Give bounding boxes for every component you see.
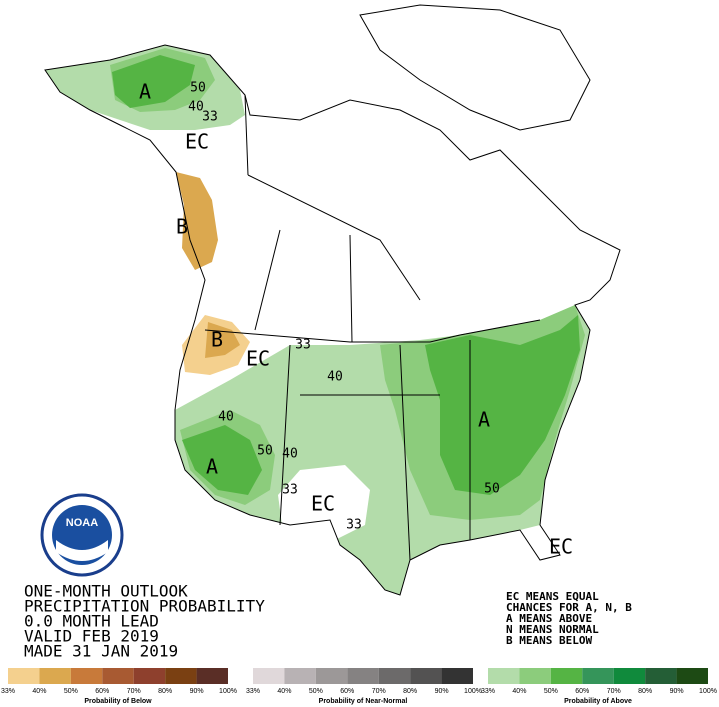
map-label: 50 (190, 81, 206, 96)
title-line: ONE-MONTH OUTLOOK (24, 582, 188, 601)
legend-swatch (315, 668, 348, 684)
legend-tick-label: 60% (95, 688, 109, 695)
map-label: A (478, 408, 490, 432)
title-line: MADE 31 JAN 2019 (24, 642, 178, 661)
noaa-logo: NOAA (40, 493, 124, 577)
key-line: A MEANS ABOVE (506, 612, 592, 625)
map-label: 40 (218, 410, 234, 425)
legend-swatch (253, 668, 285, 684)
legend-swatch (284, 668, 316, 684)
map-label: 40 (327, 370, 343, 385)
key-line: EC MEANS EQUAL (506, 590, 599, 603)
legend-swatch (347, 668, 379, 684)
legend-swatch (410, 668, 442, 684)
map-label: A (206, 455, 218, 479)
key-line: N MEANS NORMAL (506, 623, 599, 636)
legend-swatch (488, 668, 520, 684)
legend-swatch (519, 668, 551, 684)
key-line: B MEANS BELOW (506, 634, 592, 647)
state-borders (254, 229, 471, 561)
map-label: 33 (295, 338, 311, 353)
legend-swatch (196, 668, 228, 684)
map-label: 50 (484, 482, 500, 497)
legend-tick-label: 50% (309, 688, 323, 695)
logo-wave (56, 540, 108, 561)
title-line: 0.0 MONTH LEAD (24, 612, 159, 631)
legend-tick-label: 80% (158, 688, 172, 695)
legend-swatch (613, 668, 646, 684)
legend-tick-label: 50% (64, 688, 78, 695)
legend-swatch (645, 668, 677, 684)
legend-tick-label: 80% (403, 688, 417, 695)
map-label: EC (185, 130, 209, 154)
legend-tick-label: 80% (638, 688, 652, 695)
alaska-border (244, 94, 249, 176)
legend-tick-label: 90% (435, 688, 449, 695)
legend-tick-label: 100% (699, 688, 717, 695)
map-label: 50 (257, 444, 273, 459)
legend-tick-label: 100% (464, 688, 482, 695)
legend-swatch (133, 668, 166, 684)
map-label: EC (246, 347, 270, 371)
legend-swatch (39, 668, 71, 684)
map-label: 33 (202, 110, 218, 125)
legend-tick-label: 60% (575, 688, 589, 695)
logo-text: NOAA (66, 517, 98, 529)
legend-tick-label: 33% (1, 688, 15, 695)
east-above-50 (425, 315, 580, 495)
legend-tick-label: 60% (340, 688, 354, 695)
legend-tick-label: 40% (277, 688, 291, 695)
map-label: EC (549, 535, 573, 559)
legend-swatch (165, 668, 197, 684)
legend-title: Probability of Above (564, 698, 632, 705)
key-line: CHANCES FOR A, N, B (506, 601, 632, 614)
map-label: 33 (346, 518, 362, 533)
map-label: EC (311, 492, 335, 516)
legend-title: Probability of Below (84, 698, 152, 705)
sw-above-50 (182, 425, 262, 495)
legend-swatch (70, 668, 103, 684)
title-line: VALID FEB 2019 (24, 627, 159, 646)
title-line: PRECIPITATION PROBABILITY (24, 597, 265, 616)
us-canada-border (204, 319, 541, 343)
legend-swatch (582, 668, 614, 684)
legend-tick-label: 40% (512, 688, 526, 695)
sw-ec (278, 465, 370, 540)
legend-tick-label: 33% (246, 688, 260, 695)
bc-below (176, 172, 218, 270)
legend-tick-label: 90% (670, 688, 684, 695)
legend-tick-label: 70% (372, 688, 386, 695)
province-border (247, 174, 421, 301)
legend-swatch (550, 668, 583, 684)
map-label: A (139, 80, 151, 104)
legend-swatch (378, 668, 411, 684)
legend-tick-label: 70% (127, 688, 141, 695)
legend-tick-label: 100% (219, 688, 237, 695)
map (44, 4, 621, 596)
map-label: B (211, 328, 223, 352)
legend-tick-label: 40% (32, 688, 46, 695)
alaska-above-50 (112, 55, 195, 108)
map-label: 33 (282, 483, 298, 498)
legend-title: Probability of Near-Normal (319, 698, 408, 705)
map-label: B (176, 215, 188, 239)
legend-swatch (102, 668, 134, 684)
coastline (44, 44, 621, 596)
map-label: 40 (282, 447, 298, 462)
arctic-islands (359, 4, 591, 131)
legend-swatch (441, 668, 473, 684)
legend-swatch (8, 668, 40, 684)
legend-tick-label: 90% (190, 688, 204, 695)
color-legends: 33% 40% 50% 60% 70% 80% 90% 100% Probability of … (1, 668, 717, 705)
legend-tick-label: 33% (481, 688, 495, 695)
legend-tick-label: 50% (544, 688, 558, 695)
legend-swatch (676, 668, 708, 684)
map-label: 40 (188, 100, 204, 115)
legend-tick-label: 70% (607, 688, 621, 695)
